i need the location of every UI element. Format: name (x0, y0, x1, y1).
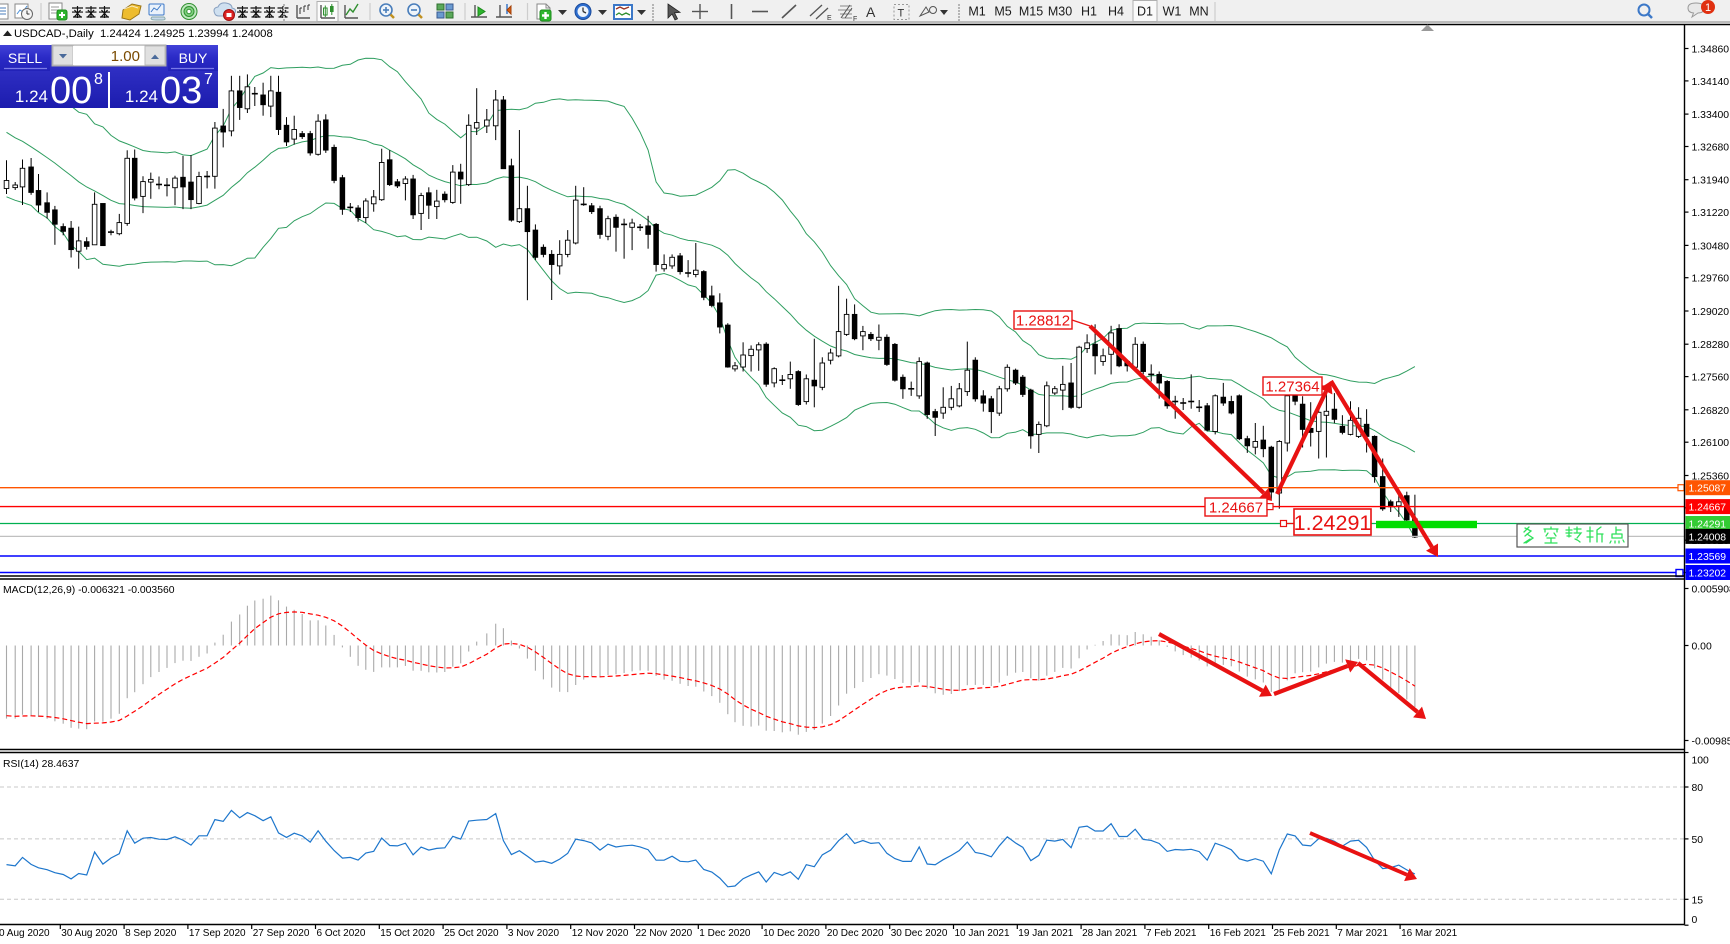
svg-text:1.28812: 1.28812 (1016, 312, 1070, 329)
svg-text:MN: MN (1189, 5, 1208, 19)
svg-text:1.24: 1.24 (15, 87, 48, 106)
svg-text:0.00: 0.00 (1692, 642, 1712, 653)
svg-text:0.005908: 0.005908 (1692, 585, 1730, 596)
svg-text:7 Feb 2021: 7 Feb 2021 (1146, 928, 1197, 939)
svg-text:25 Feb 2021: 25 Feb 2021 (1274, 928, 1331, 939)
svg-text:1.24291: 1.24291 (1294, 511, 1372, 535)
svg-text:80: 80 (1692, 783, 1704, 794)
svg-text:16 Feb 2021: 16 Feb 2021 (1210, 928, 1267, 939)
svg-text:1.32680: 1.32680 (1692, 143, 1730, 154)
svg-text:30 Aug 2020: 30 Aug 2020 (61, 928, 118, 939)
svg-text:1.34140: 1.34140 (1692, 77, 1730, 88)
svg-text:1.00: 1.00 (111, 48, 140, 65)
svg-text:1.31220: 1.31220 (1692, 208, 1730, 219)
svg-text:10 Jan 2021: 10 Jan 2021 (955, 928, 1010, 939)
svg-text:1.30480: 1.30480 (1692, 241, 1730, 252)
svg-text:1.23202: 1.23202 (1689, 569, 1727, 580)
svg-text:19 Jan 2021: 19 Jan 2021 (1018, 928, 1073, 939)
svg-text:A: A (866, 4, 876, 20)
svg-text:28 Jan 2021: 28 Jan 2021 (1082, 928, 1137, 939)
svg-text:BUY: BUY (179, 50, 208, 66)
svg-text:20 Dec 2020: 20 Dec 2020 (827, 928, 884, 939)
svg-text:25 Oct 2020: 25 Oct 2020 (444, 928, 499, 939)
svg-text:1.34860: 1.34860 (1692, 45, 1730, 56)
svg-text:100: 100 (1692, 756, 1710, 767)
svg-text:E: E (827, 15, 832, 22)
svg-text:03: 03 (160, 70, 202, 112)
svg-text:W1: W1 (1163, 5, 1182, 19)
svg-text:1.24291: 1.24291 (1689, 520, 1727, 531)
svg-text:1.26100: 1.26100 (1692, 438, 1730, 449)
svg-text:50: 50 (1692, 835, 1704, 846)
svg-text:00: 00 (50, 70, 92, 112)
svg-text:27 Sep 2020: 27 Sep 2020 (253, 928, 310, 939)
svg-text:1.24667: 1.24667 (1209, 499, 1263, 516)
svg-text:3 Nov 2020: 3 Nov 2020 (508, 928, 560, 939)
svg-text:H4: H4 (1108, 5, 1124, 19)
svg-text:15 Oct 2020: 15 Oct 2020 (380, 928, 435, 939)
svg-text:15: 15 (1692, 895, 1704, 906)
svg-text:1 Dec 2020: 1 Dec 2020 (699, 928, 751, 939)
svg-text:SELL: SELL (8, 50, 42, 66)
svg-text:8 Sep 2020: 8 Sep 2020 (125, 928, 177, 939)
svg-text:1: 1 (1705, 2, 1711, 14)
svg-text:0: 0 (1692, 915, 1698, 926)
svg-text:RSI(14) 28.4637: RSI(14) 28.4637 (3, 759, 79, 770)
svg-text:10 Dec 2020: 10 Dec 2020 (763, 928, 820, 939)
svg-text:6 Oct 2020: 6 Oct 2020 (317, 928, 366, 939)
svg-text:12 Nov 2020: 12 Nov 2020 (572, 928, 629, 939)
svg-text:USDCAD-,Daily 1.24424 1.24925: USDCAD-,Daily 1.24424 1.24925 1.23994 1.… (14, 28, 273, 40)
svg-text:0 Aug 2020: 0 Aug 2020 (0, 928, 50, 939)
svg-text:1.26820: 1.26820 (1692, 406, 1730, 417)
svg-text:T: T (898, 8, 905, 20)
svg-text:M30: M30 (1048, 5, 1072, 19)
svg-text:1.28280: 1.28280 (1692, 340, 1730, 351)
svg-text:7: 7 (204, 71, 213, 88)
svg-text:M1: M1 (968, 5, 985, 19)
svg-text:M15: M15 (1019, 5, 1043, 19)
svg-text:1.33400: 1.33400 (1692, 110, 1730, 121)
svg-text:1.24667: 1.24667 (1689, 503, 1727, 514)
svg-text:7 Mar 2021: 7 Mar 2021 (1337, 928, 1388, 939)
svg-text:16 Mar 2021: 16 Mar 2021 (1401, 928, 1458, 939)
svg-text:1.31940: 1.31940 (1692, 176, 1730, 187)
svg-text:1.27560: 1.27560 (1692, 373, 1730, 384)
svg-text:1.27364: 1.27364 (1265, 378, 1319, 395)
svg-text:1.24008: 1.24008 (1689, 532, 1727, 543)
svg-text:D1: D1 (1137, 5, 1153, 19)
svg-text:1.29020: 1.29020 (1692, 307, 1730, 318)
svg-text:M5: M5 (994, 5, 1011, 19)
svg-text:1.25087: 1.25087 (1689, 484, 1727, 495)
svg-text:30 Dec 2020: 30 Dec 2020 (891, 928, 948, 939)
svg-text:1.29760: 1.29760 (1692, 274, 1730, 285)
svg-text:1.24: 1.24 (125, 87, 158, 106)
svg-text:MACD(12,26,9) -0.006321 -0.003: MACD(12,26,9) -0.006321 -0.003560 (3, 585, 175, 596)
svg-text:H1: H1 (1081, 5, 1097, 19)
svg-text:22 Nov 2020: 22 Nov 2020 (636, 928, 693, 939)
svg-text:1.23569: 1.23569 (1689, 552, 1727, 563)
svg-text:8: 8 (94, 71, 103, 88)
svg-text:17 Sep 2020: 17 Sep 2020 (189, 928, 246, 939)
svg-text:1.25360: 1.25360 (1692, 472, 1730, 483)
svg-text:F: F (853, 16, 857, 23)
